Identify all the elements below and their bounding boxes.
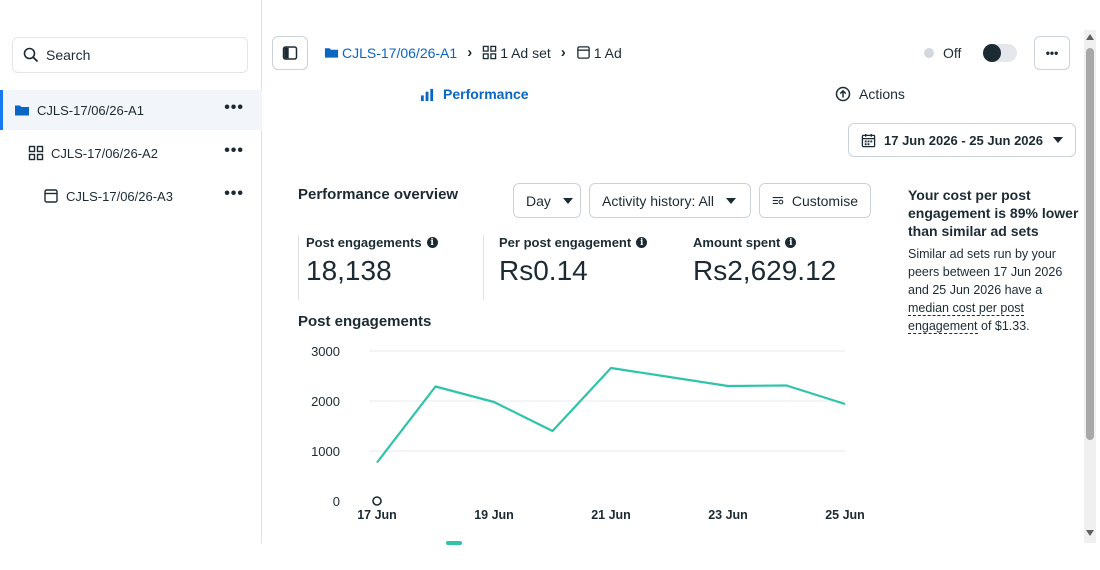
x-tick-label: 23 Jun bbox=[708, 508, 748, 522]
folder-icon bbox=[14, 102, 30, 118]
more-options-button[interactable]: ••• bbox=[224, 185, 244, 202]
ad-icon bbox=[577, 46, 590, 59]
activity-marker-icon bbox=[372, 496, 382, 506]
scroll-up-arrow-icon[interactable] bbox=[1086, 34, 1094, 40]
x-tick-label: 21 Jun bbox=[591, 508, 631, 522]
metric-post-engagements: Post engagements i 18,138 bbox=[306, 235, 438, 300]
tree-item-label: CJLS-17/06/26-A3 bbox=[66, 188, 173, 204]
chevron-right-icon: › bbox=[467, 44, 473, 61]
overview-title: Performance overview bbox=[298, 186, 459, 203]
grid-icon bbox=[28, 145, 44, 161]
status-toggle-group: Off bbox=[924, 44, 1018, 62]
chevron-down-icon bbox=[726, 197, 737, 204]
metric-value: Rs0.14 bbox=[499, 255, 588, 286]
bar-chart-icon bbox=[420, 88, 434, 101]
metric-value: Rs2,629.12 bbox=[693, 255, 837, 286]
ad-icon bbox=[43, 188, 59, 204]
y-tick-label: 2000 bbox=[311, 394, 340, 409]
scrollbar[interactable] bbox=[1084, 30, 1096, 543]
x-tick-label: 17 Jun bbox=[357, 508, 397, 522]
insight-panel: Your cost per post engagement is 89% low… bbox=[908, 186, 1083, 335]
x-tick-label: 25 Jun bbox=[825, 508, 865, 522]
breadcrumb-ad-set[interactable]: 1 Ad set bbox=[482, 45, 551, 61]
divider bbox=[483, 235, 484, 300]
divider bbox=[298, 235, 299, 300]
sidebar: CJLS-17/06/26-A1 ••• CJLS-17/06/26-A2 ••… bbox=[0, 0, 262, 543]
grid-icon bbox=[482, 45, 497, 60]
activity-history-dropdown[interactable]: Activity history: All bbox=[589, 183, 751, 218]
customise-icon bbox=[772, 196, 784, 205]
more-options-button[interactable]: ••• bbox=[224, 142, 244, 159]
search-box[interactable] bbox=[12, 37, 248, 73]
chart-title: Post engagements bbox=[298, 313, 432, 330]
insight-headline: Your cost per post engagement is 89% low… bbox=[908, 187, 1079, 239]
tree-item-campaign[interactable]: CJLS-17/06/26-A1 ••• bbox=[0, 90, 262, 130]
tree-item-ad-set[interactable]: CJLS-17/06/26-A2 ••• bbox=[0, 133, 262, 173]
folder-icon bbox=[324, 48, 339, 58]
breadcrumb: CJLS-17/06/26-A1 › 1 Ad set › 1 Ad bbox=[324, 44, 622, 61]
toggle-sidebar-button[interactable] bbox=[272, 36, 308, 70]
info-icon[interactable]: i bbox=[426, 237, 438, 248]
x-tick-label: 19 Jun bbox=[474, 508, 514, 522]
metric-value: 18,138 bbox=[306, 255, 392, 286]
breadcrumb-ad[interactable]: 1 Ad bbox=[576, 45, 622, 61]
top-bar: CJLS-17/06/26-A1 › 1 Ad set › 1 Ad Off •… bbox=[262, 30, 1084, 76]
breadcrumb-campaign[interactable]: CJLS-17/06/26-A1 bbox=[324, 45, 457, 61]
insight-body: Similar ad sets run by your peers betwee… bbox=[908, 247, 1063, 334]
y-tick-label: 3000 bbox=[311, 344, 340, 359]
customise-button[interactable]: Customise bbox=[759, 183, 871, 218]
scroll-down-arrow-icon[interactable] bbox=[1086, 530, 1094, 536]
calendar-icon bbox=[861, 133, 876, 147]
chevron-down-icon bbox=[562, 197, 573, 204]
scroll-thumb[interactable] bbox=[1086, 48, 1094, 440]
date-range-picker[interactable]: 17 Jun 2026 - 25 Jun 2026 bbox=[848, 123, 1076, 157]
median-cost-link[interactable]: median cost per post engagement bbox=[908, 301, 1025, 334]
info-icon[interactable]: i bbox=[636, 237, 648, 248]
granularity-dropdown[interactable]: Day bbox=[513, 183, 581, 218]
tab-actions[interactable]: Actions bbox=[835, 86, 905, 102]
more-options-button[interactable]: ••• bbox=[1034, 36, 1070, 70]
tree-item-label: CJLS-17/06/26-A2 bbox=[51, 145, 158, 161]
series-line bbox=[376, 366, 846, 464]
chevron-right-icon: › bbox=[560, 44, 566, 61]
metric-per-post-engagement: Per post engagement i Rs0.14 bbox=[499, 235, 648, 300]
chevron-down-icon bbox=[1052, 137, 1063, 143]
legend-swatch bbox=[446, 541, 462, 545]
status-dot bbox=[924, 48, 934, 58]
on-off-switch[interactable] bbox=[983, 44, 1018, 62]
sidebar-panel-icon bbox=[282, 46, 298, 60]
tree-item-label: CJLS-17/06/26-A1 bbox=[37, 102, 144, 118]
search-icon bbox=[23, 47, 39, 63]
tree-item-ad[interactable]: CJLS-17/06/26-A3 ••• bbox=[0, 176, 262, 216]
info-icon[interactable]: i bbox=[785, 237, 797, 248]
status-label: Off bbox=[943, 45, 962, 61]
metric-amount-spent: Amount spent i Rs2,629.12 bbox=[693, 235, 837, 286]
post-engagements-chart: 0 1000 2000 3000 17 Jun 19 Jun 21 Jun 23 Jun 25 … bbox=[311, 344, 865, 522]
y-tick-label: 1000 bbox=[311, 444, 340, 459]
date-range-label: 17 Jun 2026 - 25 Jun 2026 bbox=[884, 132, 1043, 148]
tab-performance[interactable]: Performance bbox=[420, 86, 529, 102]
search-input[interactable] bbox=[46, 47, 226, 63]
arrow-up-circle-icon bbox=[835, 86, 851, 102]
y-tick-label: 0 bbox=[333, 494, 340, 509]
more-options-button[interactable]: ••• bbox=[224, 99, 244, 116]
